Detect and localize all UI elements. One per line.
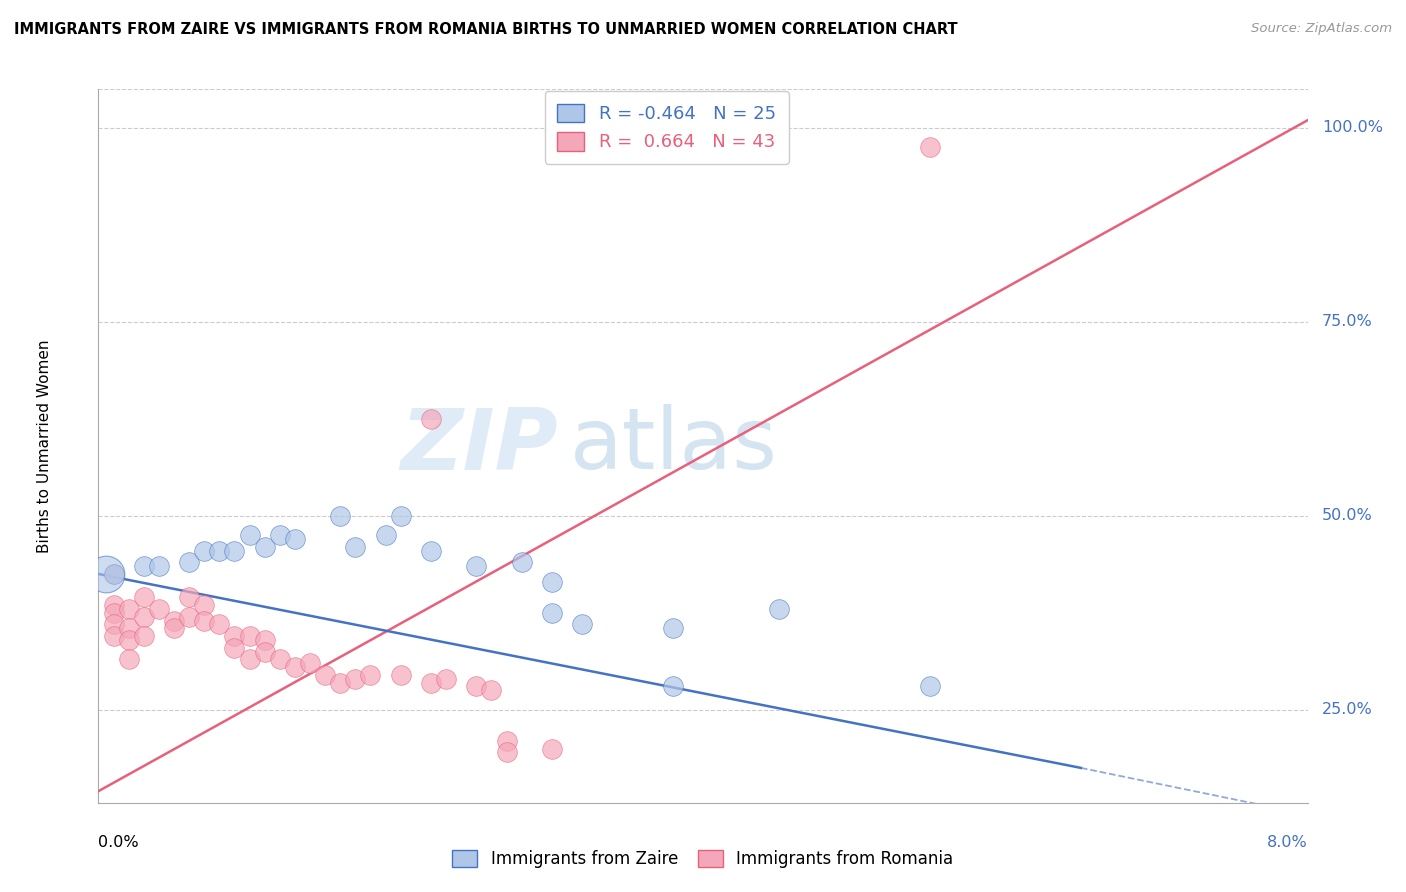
Text: 75.0%: 75.0% (1322, 314, 1372, 329)
Point (571, 617, 593, 632)
Point (465, 559, 488, 574)
Point (224, 640, 246, 655)
Point (284, 532, 307, 546)
Point (103, 566, 125, 581)
Point (344, 540, 367, 554)
Point (179, 609, 201, 624)
Point (314, 668, 336, 682)
Legend: R = -0.464   N = 25, R =  0.664   N = 43: R = -0.464 N = 25, R = 0.664 N = 43 (544, 91, 789, 164)
Point (495, 733, 517, 747)
Point (193, 614, 215, 628)
Point (208, 617, 231, 632)
Point (103, 629, 125, 643)
Text: 25.0%: 25.0% (1322, 702, 1372, 717)
Point (269, 528, 291, 542)
Text: atlas: atlas (569, 404, 778, 488)
Point (224, 543, 246, 558)
Point (118, 621, 141, 635)
Point (344, 672, 367, 686)
Text: 8.0%: 8.0% (1267, 835, 1308, 850)
Point (132, 591, 155, 605)
Point (224, 629, 246, 643)
Text: IMMIGRANTS FROM ZAIRE VS IMMIGRANTS FROM ROMANIA BIRTHS TO UNMARRIED WOMEN CORRE: IMMIGRANTS FROM ZAIRE VS IMMIGRANTS FROM… (14, 22, 957, 37)
Point (239, 652, 262, 666)
Point (118, 632, 141, 647)
Point (253, 632, 276, 647)
Point (389, 668, 412, 682)
Point (208, 543, 231, 558)
Point (239, 629, 262, 643)
Point (768, 602, 790, 616)
Point (510, 555, 533, 569)
Point (118, 652, 141, 666)
Point (661, 621, 683, 635)
Point (359, 668, 381, 682)
Point (540, 574, 562, 589)
Point (329, 675, 352, 690)
Point (918, 140, 941, 154)
Point (269, 652, 291, 666)
Point (389, 508, 412, 523)
Point (374, 528, 396, 542)
Point (299, 656, 322, 670)
Point (419, 543, 441, 558)
Legend: Immigrants from Zaire, Immigrants from Romania: Immigrants from Zaire, Immigrants from R… (446, 843, 960, 875)
Point (419, 675, 441, 690)
Point (193, 598, 215, 612)
Point (239, 528, 262, 542)
Point (253, 644, 276, 658)
Point (661, 680, 683, 694)
Point (419, 412, 441, 426)
Point (103, 566, 125, 581)
Point (103, 598, 125, 612)
Point (465, 680, 488, 694)
Point (148, 559, 170, 574)
Point (94, 566, 117, 581)
Point (495, 745, 517, 759)
Text: 100.0%: 100.0% (1322, 120, 1384, 136)
Point (103, 617, 125, 632)
Point (132, 629, 155, 643)
Point (253, 540, 276, 554)
Text: 0.0%: 0.0% (98, 835, 139, 850)
Text: 50.0%: 50.0% (1322, 508, 1372, 524)
Point (132, 609, 155, 624)
Point (193, 543, 215, 558)
Point (163, 621, 186, 635)
Point (163, 614, 186, 628)
Point (179, 555, 201, 569)
Point (540, 606, 562, 620)
Point (148, 602, 170, 616)
Point (329, 508, 352, 523)
Text: Source: ZipAtlas.com: Source: ZipAtlas.com (1251, 22, 1392, 36)
Point (918, 680, 941, 694)
Point (479, 683, 503, 698)
Text: ZIP: ZIP (401, 404, 558, 488)
Text: Births to Unmarried Women: Births to Unmarried Women (37, 339, 52, 553)
Point (434, 672, 457, 686)
Point (103, 606, 125, 620)
Point (118, 602, 141, 616)
Point (132, 559, 155, 574)
Point (179, 591, 201, 605)
Point (540, 741, 562, 756)
Point (284, 660, 307, 674)
